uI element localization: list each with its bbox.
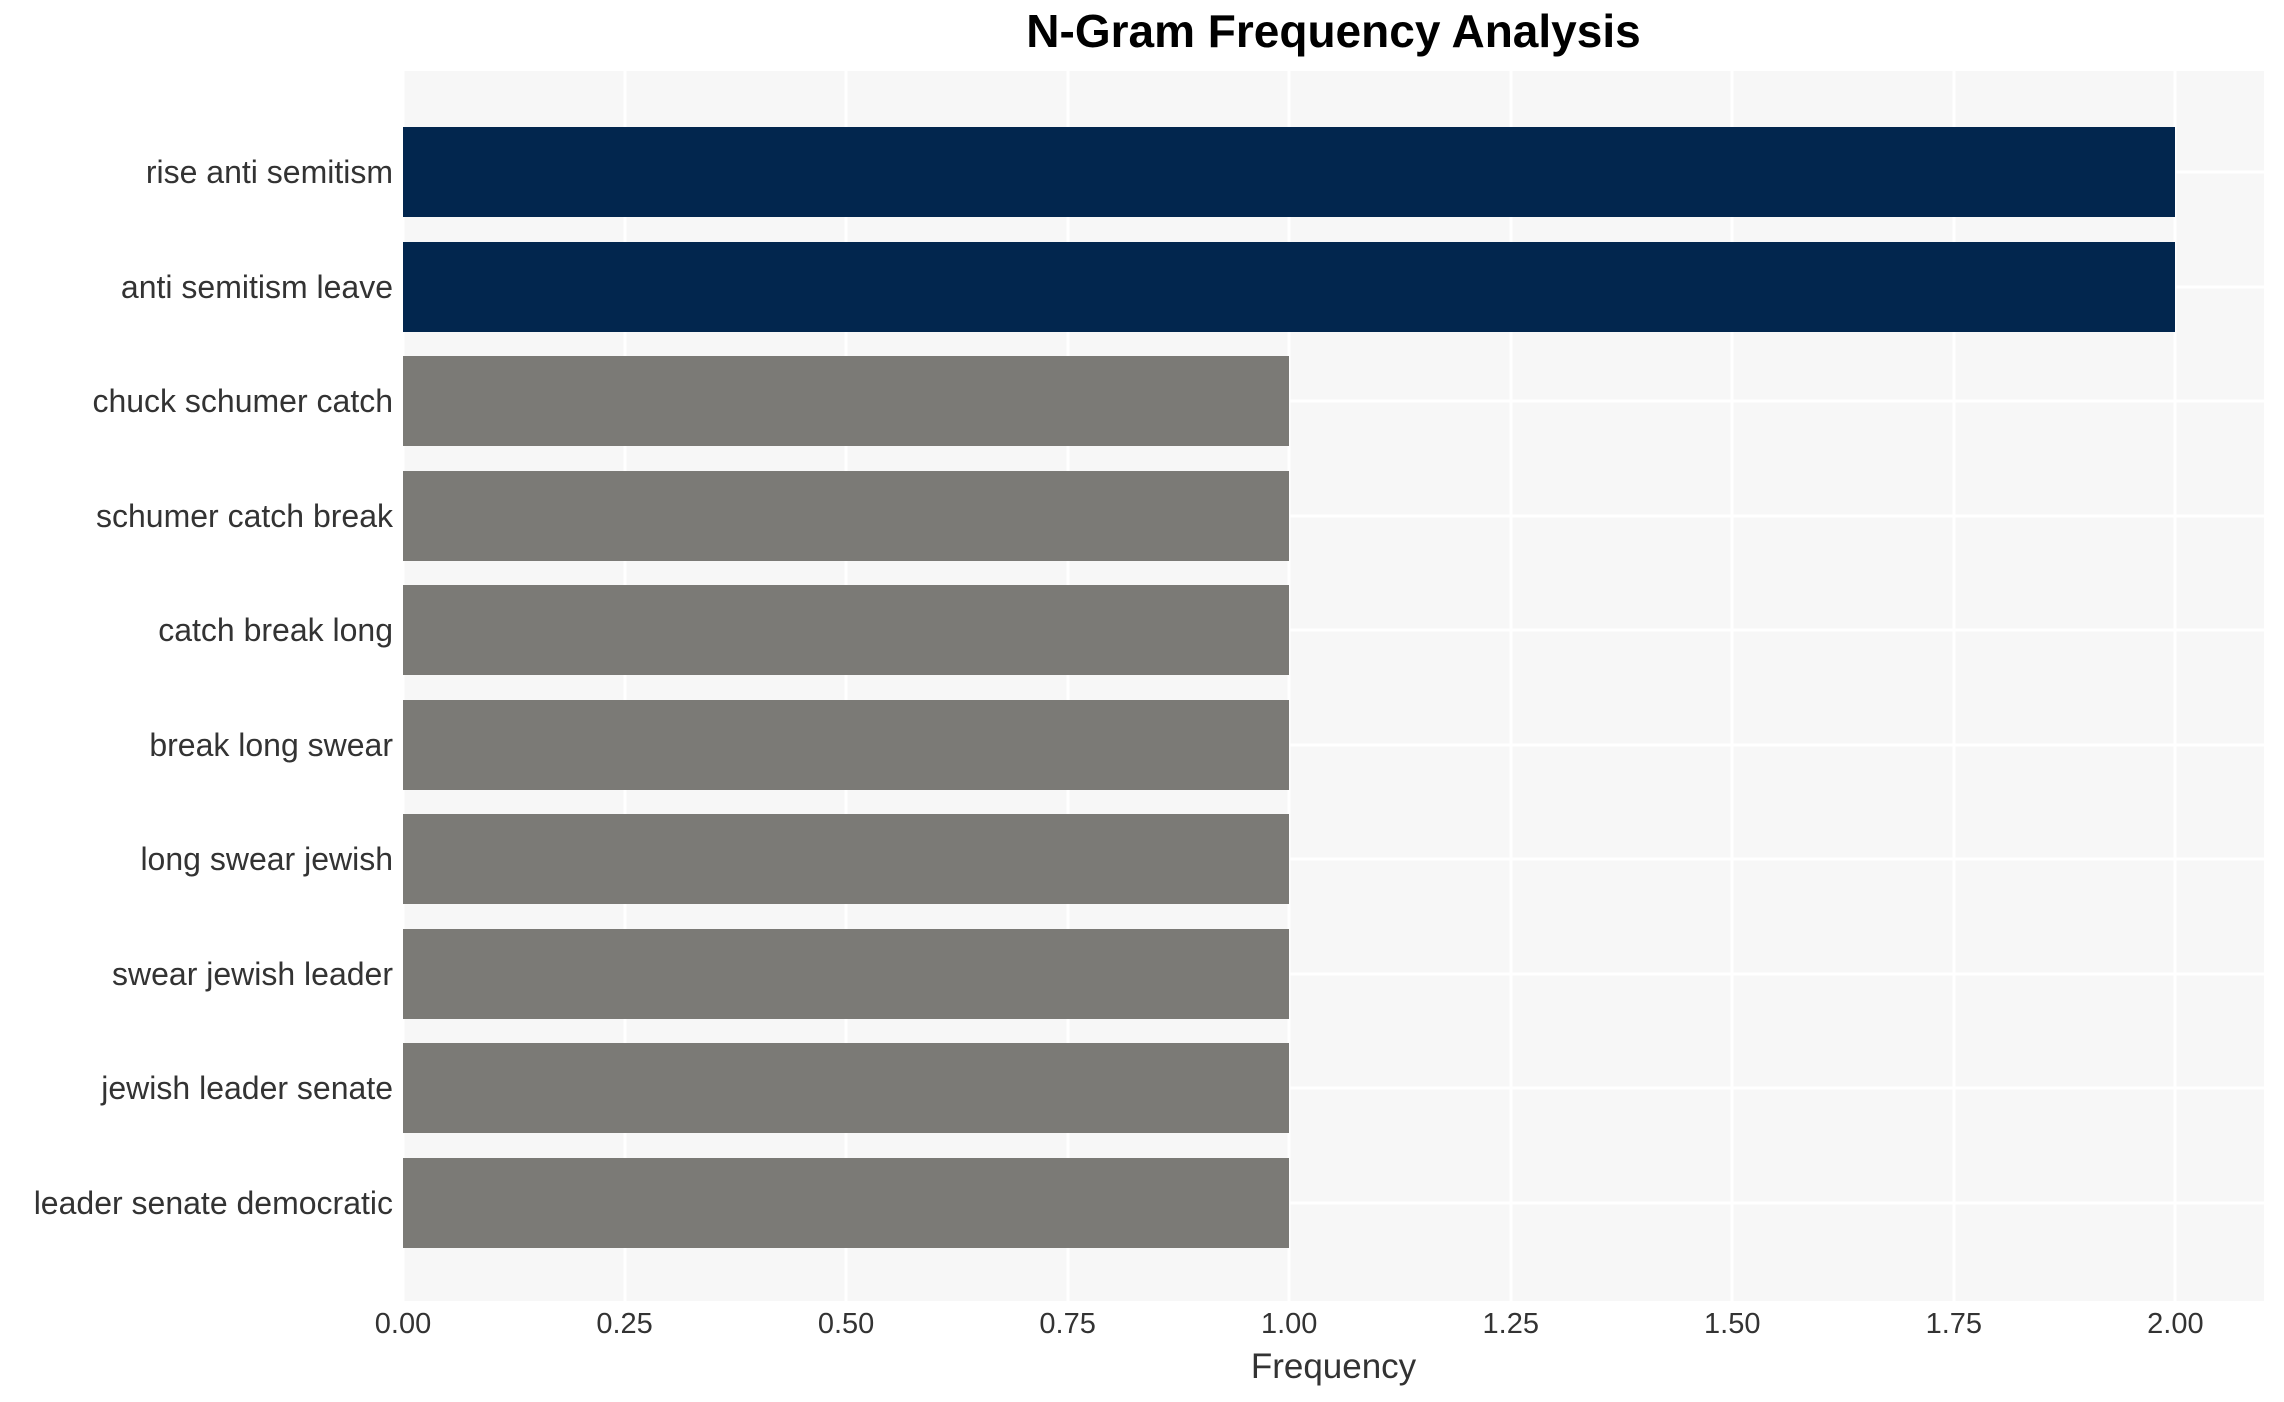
x-gridline — [1952, 71, 1956, 1301]
y-gridline — [403, 857, 2264, 861]
bar — [403, 814, 1290, 905]
bar — [403, 1043, 1290, 1134]
plot-area — [403, 71, 2264, 1301]
x-gridline — [1509, 71, 1513, 1301]
bar — [403, 127, 2176, 217]
x-gridline — [623, 71, 627, 1301]
bar — [403, 1157, 1290, 1248]
x-gridline — [2173, 71, 2177, 1301]
y-tick-label: leader senate democratic — [33, 1184, 393, 1221]
bar — [403, 928, 1290, 1019]
bar — [403, 241, 2176, 332]
y-gridline — [403, 1201, 2264, 1205]
x-gridline — [844, 71, 848, 1301]
chart-title: N-Gram Frequency Analysis — [1026, 5, 1641, 57]
x-tick-label: 0.00 — [374, 1308, 432, 1340]
x-gridline — [403, 71, 405, 1301]
x-tick-label: 0.50 — [817, 1308, 875, 1340]
y-tick-label: chuck schumer catch — [92, 383, 393, 420]
y-gridline — [403, 972, 2264, 976]
y-tick-label: anti semitism leave — [120, 268, 393, 305]
bar — [403, 699, 1290, 790]
x-tick-label: 1.75 — [1925, 1308, 1983, 1340]
y-tick-label: break long swear — [149, 726, 393, 763]
y-tick-label: long swear jewish — [140, 841, 393, 878]
x-gridline — [1066, 71, 1070, 1301]
x-tick-label: 1.25 — [1482, 1308, 1539, 1340]
y-gridline — [403, 743, 2264, 747]
x-tick-label: 1.00 — [1260, 1308, 1318, 1340]
y-tick-label: schumer catch break — [95, 497, 393, 534]
bar — [403, 585, 1290, 676]
x-tick-label: 0.25 — [596, 1308, 653, 1340]
y-tick-label: swear jewish leader — [111, 955, 393, 992]
y-tick-label: catch break long — [158, 612, 393, 649]
x-tick-label: 0.75 — [1039, 1308, 1096, 1340]
bar — [403, 470, 1290, 561]
y-gridline — [403, 1086, 2264, 1090]
x-tick-label: 1.50 — [1704, 1308, 1761, 1340]
y-tick-label: rise anti semitism — [145, 154, 393, 190]
y-gridline — [403, 399, 2264, 403]
x-gridline — [1730, 71, 1734, 1301]
y-gridline — [403, 628, 2264, 632]
x-tick-label: 2.00 — [2147, 1308, 2204, 1340]
x-axis-label: Frequency — [1250, 1347, 1417, 1386]
x-gridline — [1287, 71, 1291, 1301]
y-tick-label: jewish leader senate — [101, 1070, 393, 1107]
y-gridline — [403, 514, 2264, 518]
bar — [403, 356, 1290, 447]
